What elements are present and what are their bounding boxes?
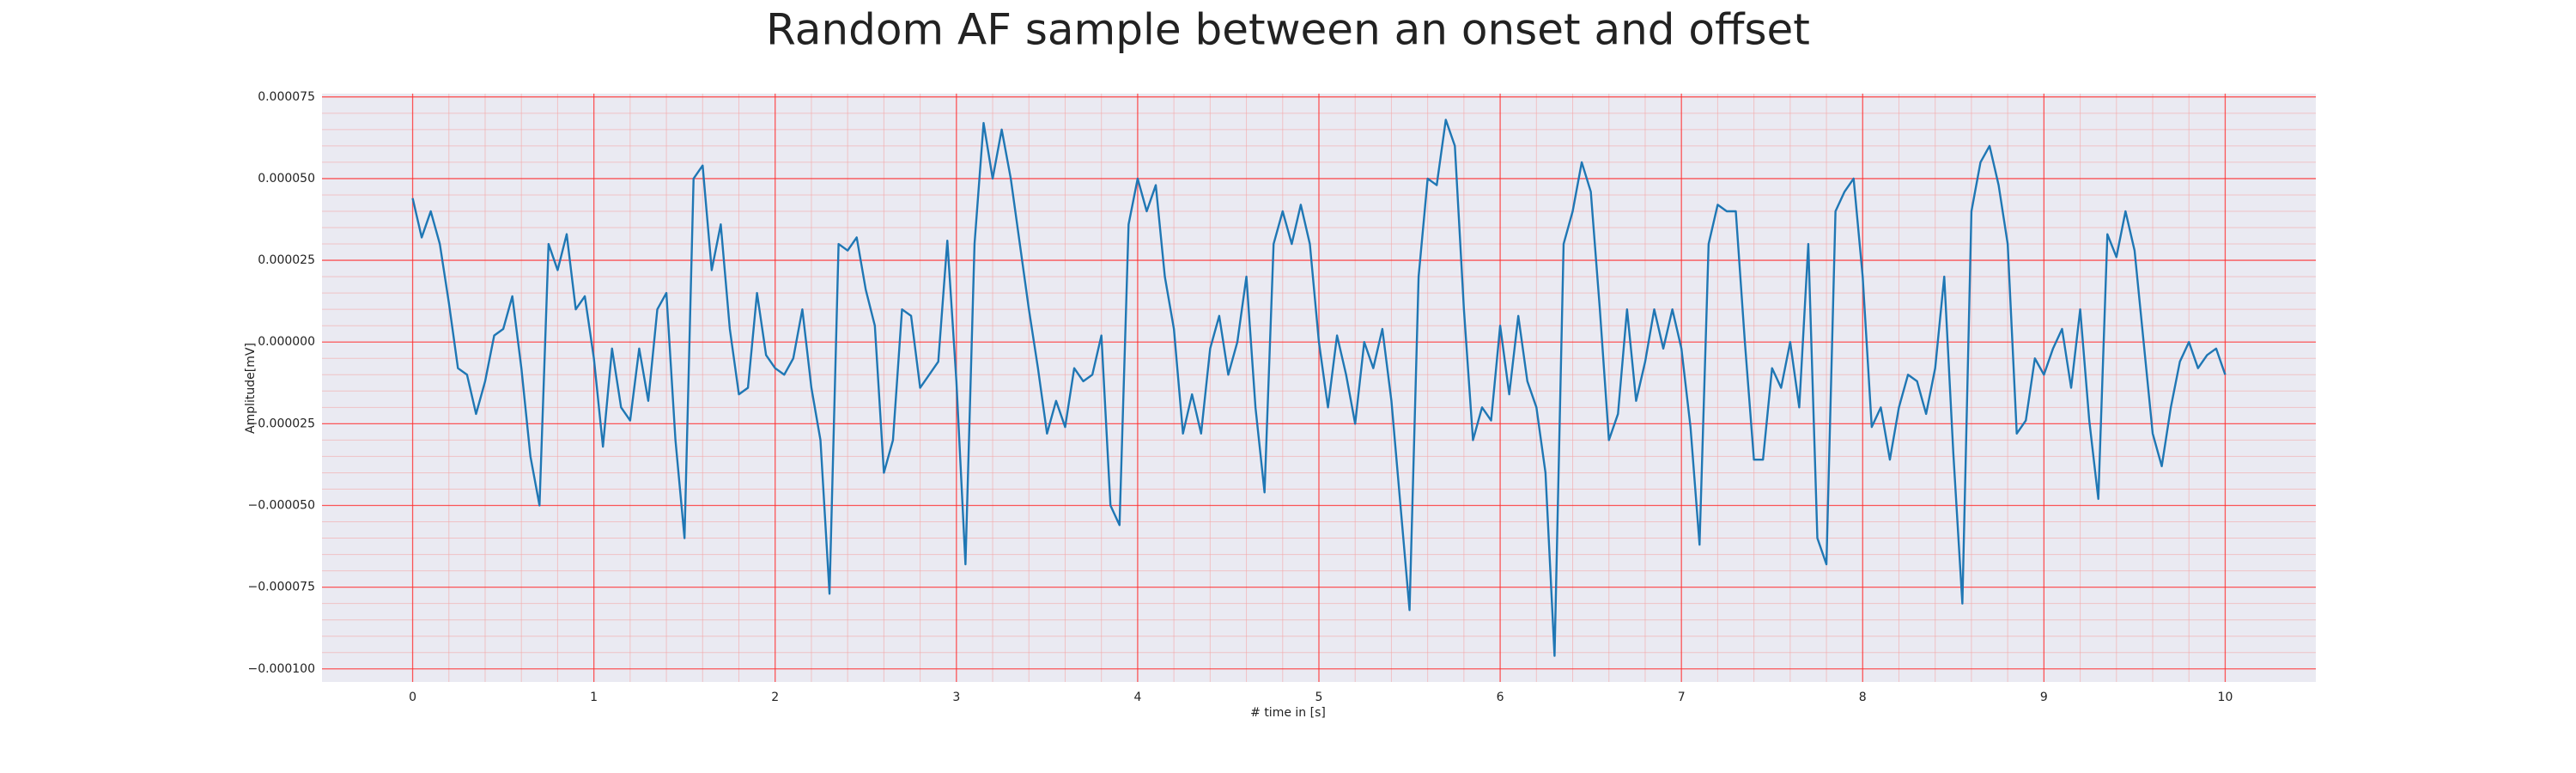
y-tick-label: 0.000025 bbox=[258, 253, 315, 267]
x-tick-label: 7 bbox=[1678, 691, 1686, 704]
signal-line bbox=[411, 119, 2227, 657]
x-tick-label: 1 bbox=[590, 691, 598, 704]
x-tick-label: 2 bbox=[771, 691, 779, 704]
x-tick-label: 3 bbox=[952, 691, 960, 704]
y-tick-label: −0.000100 bbox=[247, 662, 315, 676]
x-axis-label: # time in [s] bbox=[1250, 706, 1326, 720]
y-tick-label: −0.000075 bbox=[247, 581, 315, 594]
x-tick-label: 10 bbox=[2218, 691, 2233, 704]
y-tick-label: 0.000050 bbox=[258, 172, 315, 186]
x-tick-label: 5 bbox=[1315, 691, 1323, 704]
x-tick-label: 4 bbox=[1133, 691, 1141, 704]
x-tick-label: 8 bbox=[1859, 691, 1867, 704]
x-tick-label: 9 bbox=[2040, 691, 2048, 704]
y-tick-label: 0.000000 bbox=[258, 335, 315, 349]
x-tick-label: 0 bbox=[409, 691, 416, 704]
y-tick-label: −0.000025 bbox=[247, 417, 315, 430]
y-tick-label: 0.000075 bbox=[258, 90, 315, 104]
y-axis-label: Amplitude[mV] bbox=[244, 343, 258, 434]
y-tick-label: −0.000050 bbox=[247, 499, 315, 513]
x-tick-label: 6 bbox=[1497, 691, 1504, 704]
chart-title: Random AF sample between an onset and of… bbox=[766, 5, 1810, 55]
